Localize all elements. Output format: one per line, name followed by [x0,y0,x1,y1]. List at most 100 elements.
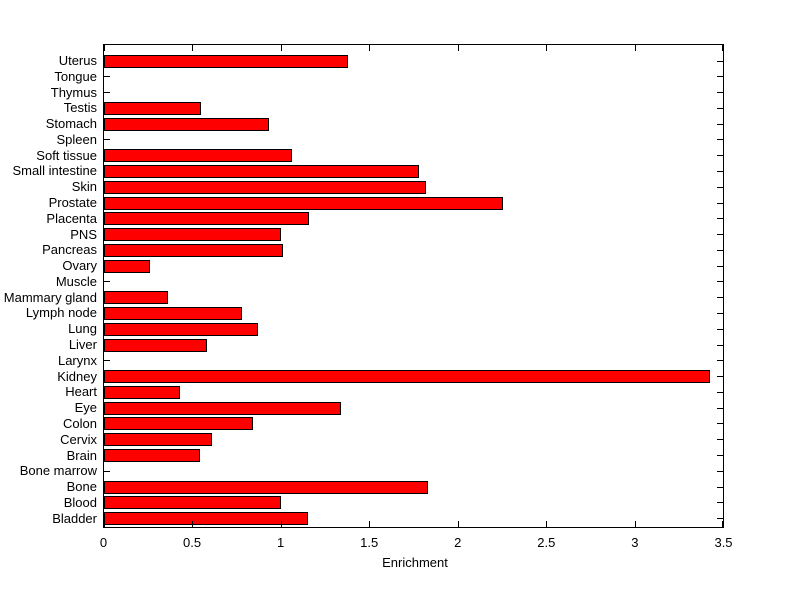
bar-stomach [104,117,269,131]
x-tick-label-1.5: 1.5 [360,535,379,550]
x-tick-label-0.5: 0.5 [183,535,202,550]
y-tick-right [717,297,723,299]
bar-bladder [104,512,308,526]
x-tick-top [634,45,636,51]
y-tick-right [717,391,723,393]
x-tick-top [369,45,371,51]
y-tick-right [717,186,723,188]
y-tick-right [717,139,723,141]
x-tick-top [457,45,459,51]
y-tick-right [717,218,723,220]
y-tick-right [717,502,723,504]
y-tick-left [104,92,110,94]
y-axis-label-thymus: Thymus [50,84,97,100]
bar-testis [104,101,202,115]
y-tick-right [717,312,723,314]
y-axis-label-testis: Testis [63,100,97,116]
bar-prostate [104,196,503,210]
y-tick-right [717,155,723,157]
y-axis-label-mammary-gland: Mammary gland [3,289,97,305]
y-tick-left [104,470,110,472]
y-tick-left [104,281,110,283]
y-tick-right [717,470,723,472]
bar-colon [104,417,253,431]
y-axis-label-bladder: Bladder [52,510,97,526]
y-axis-label-brain: Brain [66,447,97,463]
y-axis-label-soft-tissue: Soft tissue [36,147,97,163]
plot-area [103,44,724,528]
x-tick-bottom [192,521,194,527]
y-axis-label-stomach: Stomach [45,116,97,132]
y-axis-label-uterus: Uterus [58,53,97,68]
x-axis-title: Enrichment [382,555,448,570]
bar-lung [104,322,259,336]
x-tick-bottom [280,521,282,527]
bar-pancreas [104,243,283,257]
bar-soft-tissue [104,149,292,163]
y-axis-label-bone-marrow: Bone marrow [19,463,97,479]
x-tick-top [192,45,194,51]
bar-placenta [104,212,310,226]
y-axis-label-bone: Bone [66,479,97,495]
y-tick-right [717,265,723,267]
y-tick-right [717,328,723,330]
x-tick-label-0: 0 [99,535,108,550]
y-axis-label-spleen: Spleen [56,131,97,147]
y-tick-right [717,376,723,378]
y-tick-left [104,360,110,362]
y-axis-label-pancreas: Pancreas [42,242,97,258]
y-axis-label-lung: Lung [68,321,97,337]
y-axis-label-skin: Skin [71,179,97,195]
y-axis-label-eye: Eye [74,400,97,416]
x-tick-top [546,45,548,51]
y-tick-right [717,281,723,283]
y-tick-right [717,360,723,362]
x-tick-top [280,45,282,51]
bar-bone [104,480,429,494]
x-tick-bottom [722,521,723,527]
y-tick-right [717,439,723,441]
x-tick-label-1: 1 [277,535,285,550]
y-axis-labels: Uterus Tongue Thymus Testis Stomach Spleen Sof… [0,0,103,599]
bar-brain [104,449,200,462]
x-tick-bottom [546,521,548,527]
y-tick-right [717,60,723,62]
y-axis-label-kidney: Kidney [57,368,97,384]
bar-blood [104,496,282,510]
y-axis-label-ovary: Ovary [62,258,97,274]
y-tick-right [717,107,723,109]
y-tick-right [717,234,723,236]
y-tick-right [717,76,723,78]
y-axis-label-colon: Colon [63,415,97,431]
y-axis-label-lymph-node: Lymph node [25,305,97,321]
bar-heart [104,385,181,399]
bar-eye [104,401,342,415]
y-tick-right [717,249,723,251]
bar-kidney [104,370,710,384]
x-tick-label-3: 3 [631,535,639,550]
bar-lymph-node [104,306,243,320]
x-tick-bottom [457,521,459,527]
bar-cervix [104,433,213,447]
y-tick-right [717,123,723,125]
y-axis-label-cervix: Cervix [60,431,97,447]
y-axis-label-blood: Blood [63,494,97,510]
y-tick-right [717,486,723,488]
y-tick-right [717,92,723,94]
y-axis-label-pns: PNS [70,226,97,242]
y-axis-label-larynx: Larynx [57,352,97,368]
y-axis-label-liver: Liver [68,337,97,353]
y-tick-right [717,407,723,409]
y-axis-label-prostate: Prostate [48,195,97,211]
y-tick-left [104,76,110,78]
x-tick-bottom [104,521,105,527]
bar-liver [104,338,207,352]
y-tick-right [717,455,723,456]
y-axis-label-small-intestine: Small intestine [12,163,97,179]
y-axis-label-muscle: Muscle [55,273,97,289]
y-tick-right [717,344,723,346]
y-tick-right [717,202,723,204]
bar-small-intestine [104,164,420,178]
y-tick-right [717,518,723,520]
